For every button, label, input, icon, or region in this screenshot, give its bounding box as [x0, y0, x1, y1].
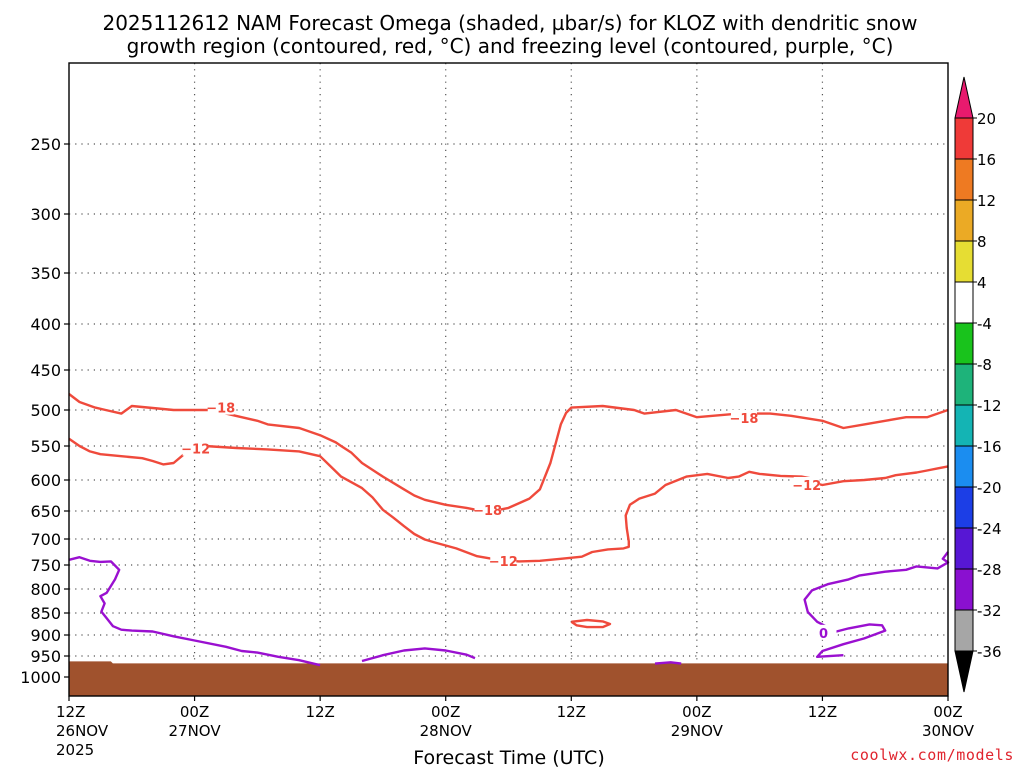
freezing-contour-0-1: [361, 647, 476, 663]
x-tick-label-60-line2: 29NOV: [671, 722, 724, 740]
colorbar-segment-5: [954, 281, 974, 324]
y-axis: 250 300 350 400 450 500 550 600 650 700 750 800 850 9…: [20, 135, 69, 687]
colorbar-label-12: -32: [977, 602, 1002, 620]
plot-area: −18 −18 −18 −12 −12 −12 0: [68, 62, 950, 697]
terrain: [69, 661, 948, 696]
colorbar-segment-1: [954, 117, 974, 160]
gridlines: [69, 63, 948, 696]
dgz-contour--18-0-label-2: −18: [729, 412, 758, 427]
x-tick-label-60-line1: 00Z: [682, 703, 711, 721]
plot-background: [69, 63, 948, 696]
dgz-contour--12-1-label-bg-2: [793, 476, 820, 492]
colorbar-label-11: -28: [977, 561, 1002, 579]
x-tick-label-84-line1: 00Z: [933, 703, 962, 721]
colorbar-label-9: -20: [977, 479, 1002, 497]
y-tick-label-650: 650: [30, 502, 61, 521]
y-tick-label-700: 700: [30, 530, 61, 549]
colorbar-segment-3: [954, 199, 974, 242]
x-tick-label-0-line3: 2025: [56, 741, 94, 759]
y-tick-label-600: 600: [30, 471, 61, 490]
colorbar-label-2: 12: [977, 192, 996, 210]
colorbar-segment-6: [954, 322, 974, 365]
dgz-contour--18-0-label-1: −18: [473, 504, 502, 519]
freezing-contour-0-0: [68, 556, 321, 667]
y-tick-label-800: 800: [30, 580, 61, 599]
y-tick-label-900: 900: [30, 626, 61, 645]
colorbar-segment-9: [954, 445, 974, 488]
terrain-band: [69, 661, 948, 696]
yellow-region-30nov: [933, 144, 948, 329]
dgz-contour--12-2: [570, 618, 612, 629]
y-tick-label-450: 450: [30, 361, 61, 380]
y-tick-label-400: 400: [30, 315, 61, 334]
colorbar-label-6: -8: [977, 356, 992, 374]
dgz-contour--12-1-label-bg-1: [490, 552, 517, 568]
watermark: coolwx.com/models: [850, 746, 1014, 764]
freezing-contour-0-3-label-bg-0: [810, 624, 837, 640]
colorbar-label-4: 4: [977, 274, 987, 292]
x-axis-label: Forecast Time (UTC): [413, 747, 604, 768]
y-tick-label-350: 350: [30, 264, 61, 283]
freezing-contour-0-3-label-0: 0: [819, 627, 828, 642]
dgz-contour--18-0-label-0: −18: [206, 402, 235, 417]
colorbar-top-arrow: [954, 76, 974, 119]
colorbar-label-10: -24: [977, 520, 1002, 538]
x-tick-label-72-line1: 12Z: [808, 703, 837, 721]
dgz-contour--18-0-label-bg-1: [474, 501, 501, 517]
colorbar-label-0: 20: [977, 110, 996, 128]
colorbar-segment-12: [954, 568, 974, 611]
colorbar-label-8: -16: [977, 438, 1002, 456]
y-tick-label-750: 750: [30, 556, 61, 575]
y-tick-label-550: 550: [30, 437, 61, 456]
y-tick-label-950: 950: [30, 647, 61, 666]
colorbar-segment-10: [954, 486, 974, 529]
y-tick-label-850: 850: [30, 604, 61, 623]
colorbar-segment-11: [954, 527, 974, 570]
y-tick-label-300: 300: [30, 205, 61, 224]
colorbar-segment-8: [954, 404, 974, 447]
dgz-contour--18-0-label-bg-2: [730, 409, 757, 425]
chart-title-line-2: growth region (contoured, red, °C) and f…: [127, 34, 894, 58]
colorbar-segment-13: [954, 609, 974, 652]
dgz-contour--18-0-label-bg-0: [207, 399, 234, 415]
x-tick-label-12-line1: 00Z: [180, 703, 209, 721]
x-tick-label-0-line2: 26NOV: [56, 722, 109, 740]
colorbar-label-3: 8: [977, 233, 987, 251]
y-tick-label-500: 500: [30, 401, 61, 420]
yellow-region-27nov-lower: [235, 519, 248, 599]
colorbar-segment-4: [954, 240, 974, 283]
colorbar-label-7: -12: [977, 397, 1002, 415]
colorbar-label-5: -4: [977, 315, 992, 333]
dgz-contour--12-1-label-2: −12: [792, 479, 821, 494]
x-tick-label-48-line1: 12Z: [557, 703, 586, 721]
colorbar-bottom-arrow: [954, 650, 974, 693]
colorbar-segment-7: [954, 363, 974, 406]
dgz-contour--12-1-label-0: −12: [181, 443, 210, 458]
contours: −18 −18 −18 −12 −12 −12 0: [68, 393, 950, 667]
colorbar: 20 16 12 8 4 -4 -8 -12 -16 -20 -24 -28 -32 -36: [954, 76, 1002, 693]
plot-frame: [68, 62, 949, 697]
x-tick-label-36-line1: 00Z: [431, 703, 460, 721]
yellow-region-28nov: [523, 186, 603, 528]
x-tick-label-0-line1: 12Z: [56, 703, 85, 721]
colorbar-label-1: 16: [977, 151, 996, 169]
dgz-contour--12-1-label-1: −12: [489, 555, 518, 570]
x-tick-label-12-line2: 27NOV: [169, 722, 222, 740]
chart-title-line-1: 2025112612 NAM Forecast Omega (shaded, µ…: [102, 11, 917, 35]
freezing-contour-0-2: [654, 661, 682, 665]
colorbar-segment-2: [954, 158, 974, 201]
y-tick-label-250: 250: [30, 135, 61, 154]
freezing-contour-0-3: [803, 551, 950, 658]
colorbar-label-13: -36: [977, 643, 1002, 661]
x-tick-label-24-line1: 12Z: [305, 703, 334, 721]
dgz-contour--12-1-label-bg-0: [182, 440, 209, 456]
x-tick-label-36-line2: 28NOV: [420, 722, 473, 740]
x-tick-label-84-line2: 30NOV: [922, 722, 975, 740]
y-tick-label-1000: 1000: [20, 668, 61, 687]
